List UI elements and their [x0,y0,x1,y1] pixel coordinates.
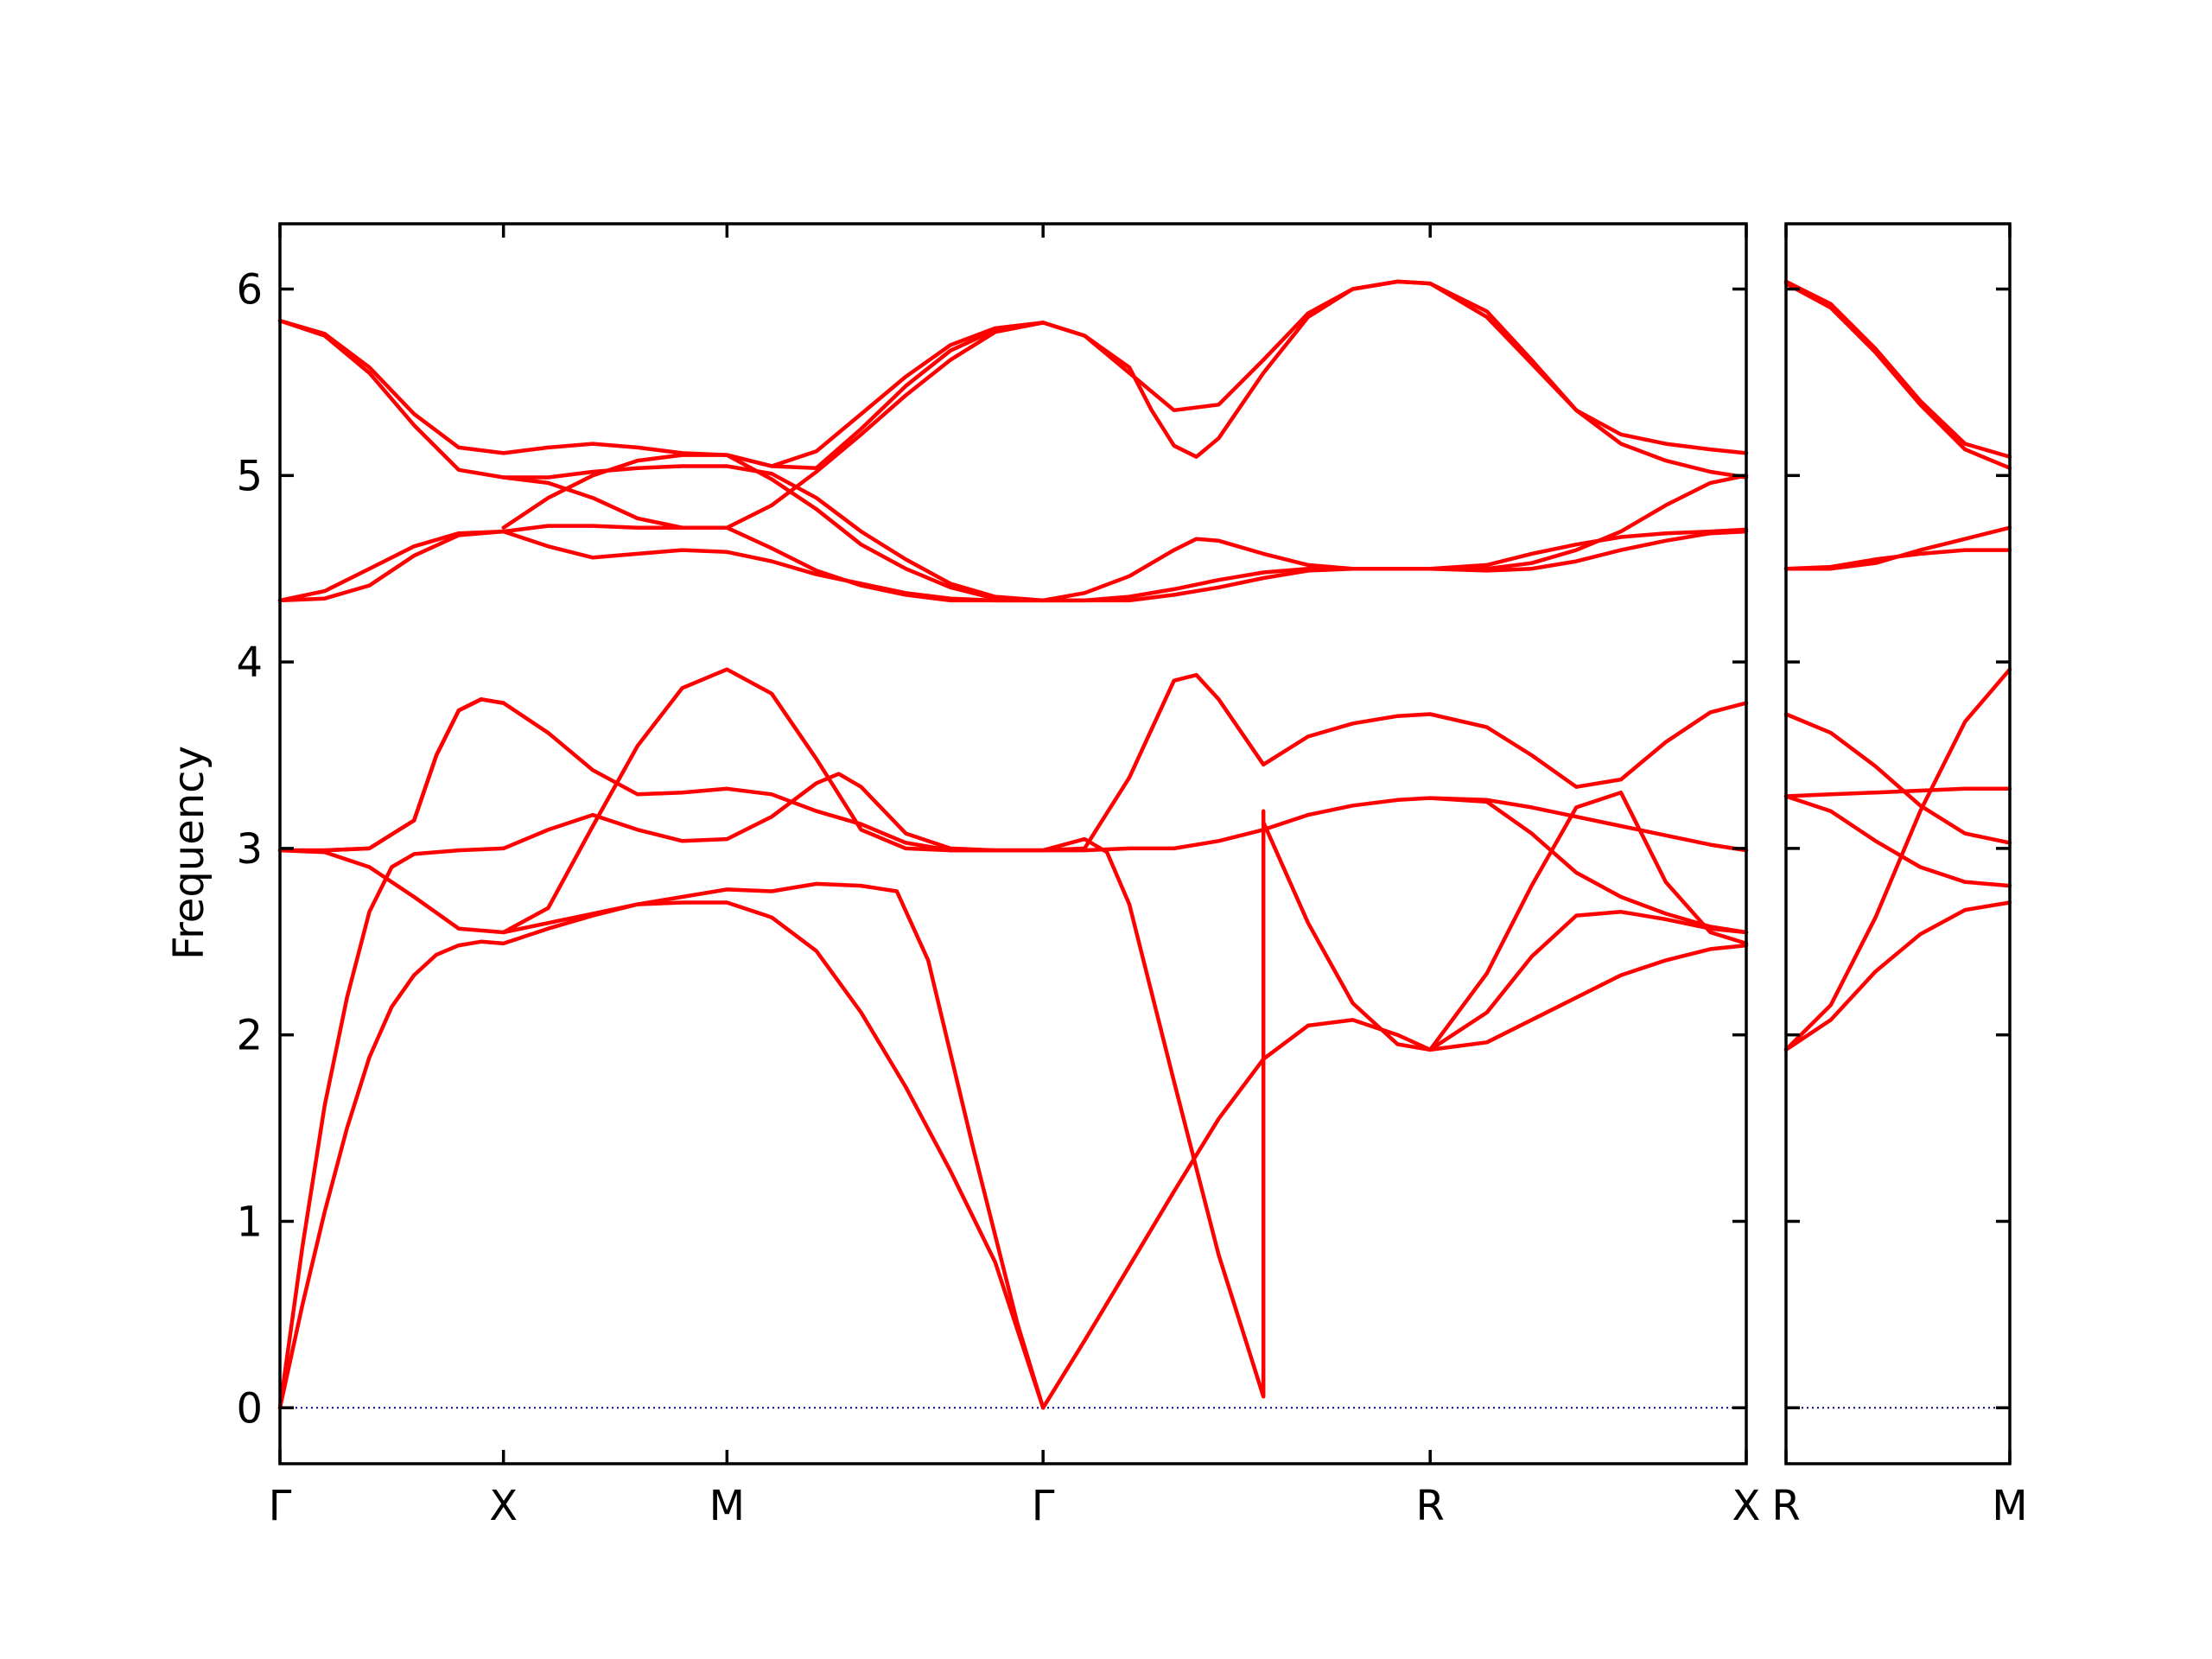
band-line-main-15 [501,475,1046,603]
band-line-main-2 [277,772,1266,1410]
band-line-R-M-3 [1783,548,2012,571]
x-tick-label: R [1416,1482,1445,1530]
y-axis-label: Frequency [165,746,213,960]
band-line-main-11 [277,529,1749,603]
band-line-R-M-8 [1783,900,2012,1052]
band-line-main-3 [277,848,1046,1410]
x-tick-label: Γ [1032,1482,1055,1530]
x-tick-label: X [489,1482,518,1530]
band-line-main-8 [1427,910,1749,1052]
y-tick-label: 4 [236,639,263,687]
band-line-R-M-5 [1783,712,2012,845]
band-line-R-M-9 [1783,667,2012,1052]
y-tick-label: 3 [236,825,263,874]
plot-frame [1784,222,2012,1465]
y-tick-label: 0 [236,1384,263,1433]
x-tick-label: X [1732,1482,1761,1530]
band-line-R-M-7 [1783,794,2012,888]
band-line-R-M-6 [1783,786,2012,798]
band-line-R-M-2 [1783,281,2012,470]
x-tick-label: M [709,1482,745,1530]
band-line-main-6 [501,667,1749,935]
y-tick-label: 1 [236,1198,263,1246]
band-line-main-7 [1261,790,1749,1052]
band-line-main-12 [277,318,1749,603]
x-tick-label: Γ [269,1482,292,1530]
band-line-R-M-1 [1783,279,2012,459]
x-tick-label: M [1992,1482,2027,1530]
y-tick-label: 2 [236,1012,263,1060]
band-line-R-M-4 [1783,525,2012,571]
plot-frame [278,222,1748,1465]
band-line-main-1 [277,900,1749,1410]
band-line-main-9 [1427,796,1749,935]
band-line-main-10 [277,279,1749,603]
band-line-main-16 [725,321,1046,468]
y-tick-label: 5 [236,452,263,500]
band-line-main-13 [277,279,1749,480]
band-line-main-14 [501,453,1749,603]
x-tick-label: R [1771,1482,1800,1530]
y-tick-label: 6 [236,266,263,315]
band-line-main-5 [277,697,505,853]
main-panel: 0 1 2 3 4 5 6 Γ X M Γ R X [236,222,1761,1530]
